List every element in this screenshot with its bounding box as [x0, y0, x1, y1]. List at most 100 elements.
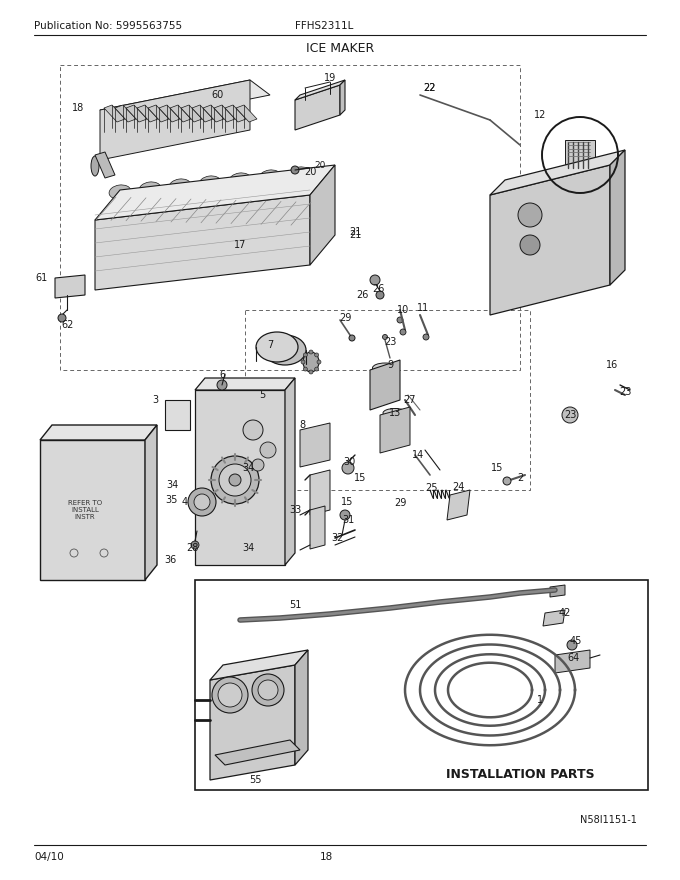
Text: 34: 34 [242, 463, 254, 473]
Polygon shape [115, 105, 136, 122]
Circle shape [342, 462, 354, 474]
Circle shape [303, 367, 307, 371]
Polygon shape [137, 105, 158, 122]
Polygon shape [40, 425, 157, 440]
Ellipse shape [109, 185, 131, 199]
Circle shape [315, 367, 319, 371]
Bar [555, 230, 567, 245]
Text: 16: 16 [606, 360, 618, 370]
Bar [165, 400, 190, 430]
Text: REFER TO
INSTALL
INSTR: REFER TO INSTALL INSTR [68, 500, 102, 520]
Ellipse shape [259, 170, 281, 184]
Circle shape [211, 456, 259, 504]
Text: 23: 23 [564, 410, 576, 420]
Text: 8: 8 [299, 420, 305, 430]
Text: FFHS2311L: FFHS2311L [295, 21, 354, 31]
Text: 64: 64 [568, 653, 580, 663]
Text: 27: 27 [404, 395, 416, 405]
Circle shape [503, 477, 511, 485]
Ellipse shape [264, 335, 306, 365]
Circle shape [520, 235, 540, 255]
Circle shape [252, 459, 264, 471]
Text: 36: 36 [164, 555, 176, 565]
Circle shape [397, 317, 403, 323]
Polygon shape [225, 105, 246, 122]
Text: 21: 21 [349, 227, 361, 237]
Text: 6: 6 [219, 370, 225, 380]
Circle shape [217, 380, 227, 390]
Text: 14: 14 [412, 450, 424, 460]
Polygon shape [295, 85, 340, 130]
Circle shape [291, 166, 299, 174]
Text: 28: 28 [186, 543, 198, 553]
Polygon shape [310, 470, 330, 515]
Ellipse shape [303, 352, 319, 372]
Text: 33: 33 [289, 505, 301, 515]
Polygon shape [210, 665, 295, 780]
Polygon shape [295, 650, 308, 765]
Text: 5: 5 [259, 390, 265, 400]
Circle shape [58, 314, 66, 322]
Text: 7: 7 [267, 340, 273, 350]
Text: 18: 18 [320, 852, 333, 862]
Polygon shape [310, 506, 325, 549]
Polygon shape [543, 610, 565, 626]
Text: 35: 35 [166, 495, 178, 505]
Text: 20: 20 [304, 167, 316, 177]
Polygon shape [214, 105, 235, 122]
Circle shape [212, 677, 248, 713]
Text: 20: 20 [314, 160, 326, 170]
Polygon shape [145, 425, 157, 580]
Polygon shape [195, 390, 285, 565]
Text: 21: 21 [349, 230, 361, 240]
Bar [65, 545, 87, 561]
Circle shape [218, 683, 242, 707]
Circle shape [376, 291, 384, 299]
Circle shape [260, 442, 276, 458]
Circle shape [301, 360, 305, 364]
Polygon shape [340, 80, 345, 115]
Polygon shape [490, 150, 625, 195]
Circle shape [191, 541, 199, 549]
Circle shape [562, 407, 578, 423]
Text: 1: 1 [537, 695, 543, 705]
Bar [550, 200, 565, 220]
Ellipse shape [373, 363, 398, 373]
Text: ICE MAKER: ICE MAKER [306, 41, 374, 55]
Polygon shape [100, 80, 250, 160]
Polygon shape [95, 195, 310, 290]
Text: 9: 9 [387, 360, 393, 370]
Bar [195, 580, 648, 790]
Text: 62: 62 [62, 320, 74, 330]
Polygon shape [181, 105, 202, 122]
Circle shape [303, 353, 307, 357]
Text: 3: 3 [152, 395, 158, 405]
Polygon shape [236, 105, 257, 122]
Text: 19: 19 [324, 73, 336, 83]
Polygon shape [300, 423, 330, 467]
Text: 45: 45 [570, 636, 582, 646]
Polygon shape [550, 585, 565, 597]
Polygon shape [447, 490, 470, 520]
Polygon shape [215, 740, 300, 765]
Text: Publication No: 5995563755: Publication No: 5995563755 [34, 21, 182, 31]
Circle shape [518, 203, 542, 227]
Text: 29: 29 [339, 313, 351, 323]
Polygon shape [100, 80, 270, 125]
Ellipse shape [256, 332, 298, 362]
Circle shape [252, 674, 284, 706]
Text: 24: 24 [452, 482, 464, 492]
Polygon shape [210, 650, 308, 680]
Circle shape [188, 488, 216, 516]
Text: 26: 26 [372, 284, 384, 294]
Text: 11: 11 [417, 303, 429, 313]
Circle shape [423, 334, 429, 340]
Circle shape [315, 353, 319, 357]
Polygon shape [203, 105, 224, 122]
Text: 4: 4 [182, 497, 188, 507]
Text: 2: 2 [517, 473, 523, 483]
Ellipse shape [229, 172, 251, 187]
Text: 61: 61 [36, 273, 48, 283]
Polygon shape [126, 105, 147, 122]
Circle shape [194, 494, 210, 510]
